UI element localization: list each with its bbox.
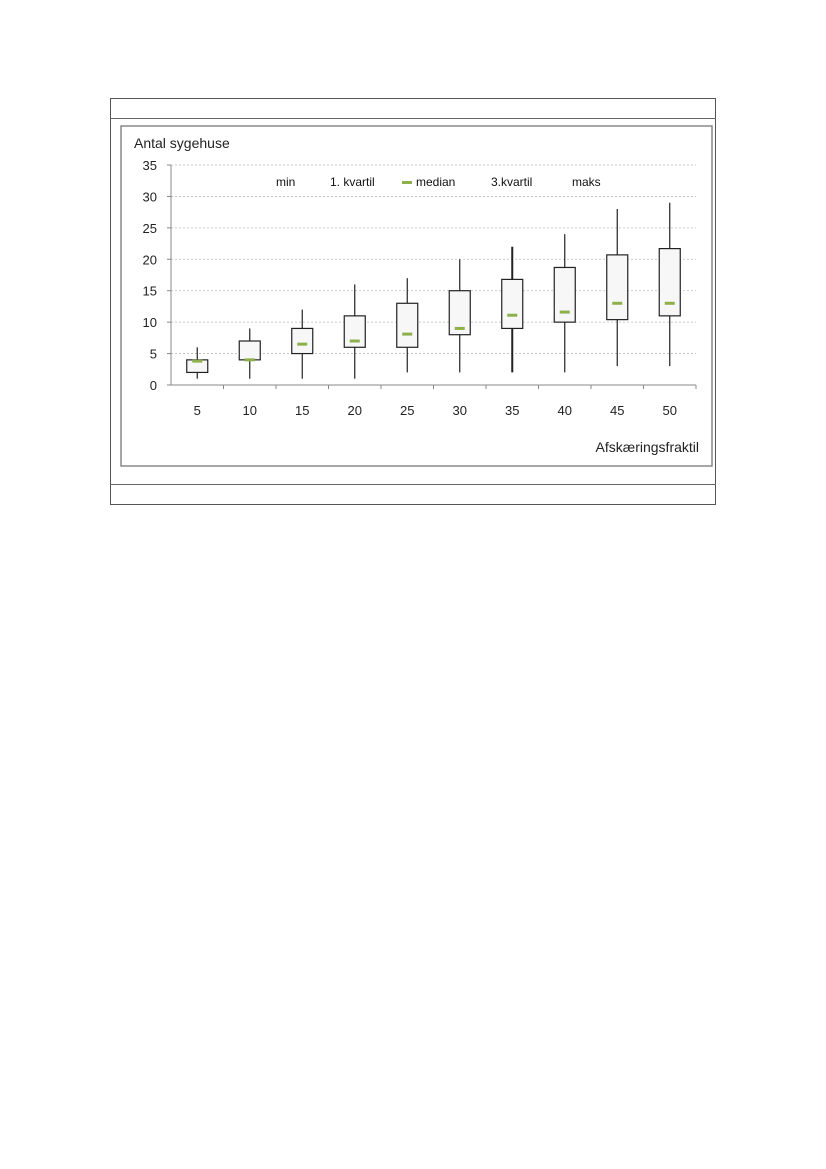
box-50	[658, 202, 681, 367]
x-tick-label: 5	[194, 403, 201, 418]
box	[343, 315, 366, 348]
box-5	[186, 347, 209, 379]
y-tick-label: 35	[143, 158, 157, 173]
y-tick-label: 20	[143, 252, 157, 267]
box-series	[186, 202, 681, 379]
y-axis-label: Antal sygehuse	[134, 135, 230, 151]
median-marker	[559, 310, 570, 314]
legend-item-median: median	[416, 175, 455, 189]
median-marker	[507, 313, 518, 317]
median-marker	[402, 332, 413, 336]
y-tick-label: 5	[150, 347, 157, 362]
box-15	[291, 309, 314, 379]
box	[396, 302, 419, 348]
legend-item-min: min	[276, 175, 295, 189]
x-tick-label: 30	[453, 403, 467, 418]
x-tick-label: 15	[295, 403, 309, 418]
median-marker	[349, 339, 360, 343]
box-20	[343, 284, 366, 379]
box-30	[448, 259, 471, 373]
box	[501, 278, 524, 330]
box	[606, 254, 629, 321]
box	[448, 290, 471, 336]
median-marker	[612, 301, 623, 305]
x-tick-labels: 5 10 15 20 25 30 35 40 45 50	[194, 403, 677, 418]
median-marker	[664, 301, 675, 305]
x-tick-label: 20	[348, 403, 362, 418]
median-marker	[192, 359, 203, 363]
median-marker	[297, 342, 308, 346]
box-35	[501, 246, 524, 373]
y-tick-label: 10	[143, 315, 157, 330]
x-tick-label: 45	[610, 403, 624, 418]
x-tick-label: 50	[663, 403, 677, 418]
legend: min 1. kvartil median 3.kvartil maks	[276, 175, 601, 189]
box	[291, 327, 314, 355]
median-marker	[454, 326, 465, 330]
box	[238, 340, 261, 361]
legend-item-q3: 3.kvartil	[491, 175, 532, 189]
box	[658, 248, 681, 317]
legend-median-swatch	[402, 181, 412, 184]
box-25	[396, 278, 419, 373]
x-tick-label: 35	[505, 403, 519, 418]
figure-separator-bottom	[110, 484, 716, 485]
box-45	[606, 209, 629, 367]
x-axis-label: Afskæringsfraktil	[596, 439, 699, 455]
x-tick-label: 40	[558, 403, 572, 418]
x-tick-label: 10	[243, 403, 257, 418]
y-tick-label: 30	[143, 189, 157, 204]
y-tick-label: 15	[143, 284, 157, 299]
axes	[170, 165, 696, 386]
legend-item-max: maks	[572, 175, 601, 189]
box-10	[238, 328, 261, 379]
box-40	[553, 234, 576, 373]
y-tick-label: 0	[150, 378, 157, 393]
y-tick-labels: 0 5 10 15 20 25 30 35	[143, 158, 157, 393]
x-tick-label: 25	[400, 403, 414, 418]
median-marker	[244, 358, 255, 362]
legend-item-q1: 1. kvartil	[330, 175, 375, 189]
chart-area-frame	[120, 125, 713, 467]
y-tick-label: 25	[143, 221, 157, 236]
box	[553, 266, 576, 323]
figure-separator-top	[110, 118, 716, 119]
